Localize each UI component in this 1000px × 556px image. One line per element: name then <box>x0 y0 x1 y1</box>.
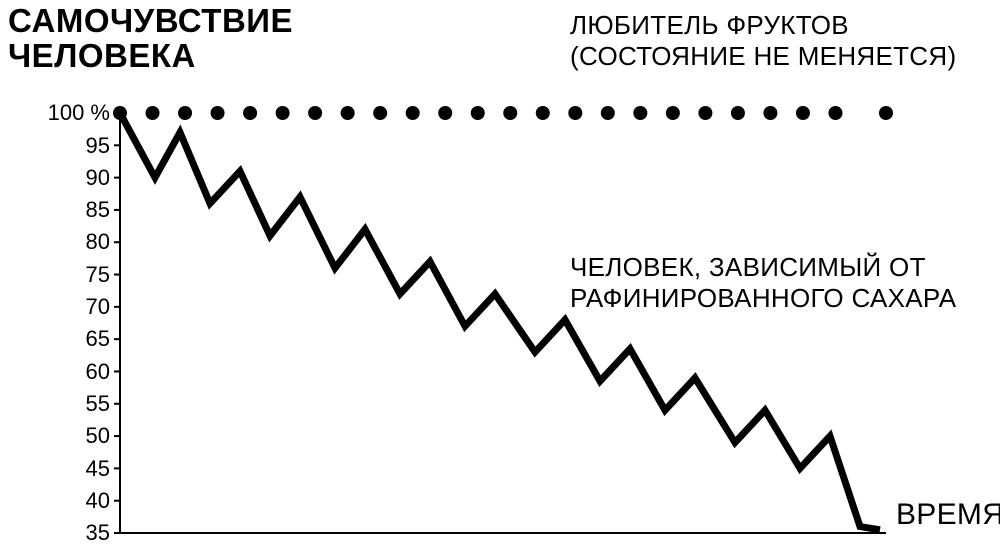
fruit-dot <box>601 106 615 120</box>
fruit-dot <box>879 106 893 120</box>
title-line1: САМОЧУВСТВИЕ <box>8 2 293 39</box>
fruit-dot <box>438 106 452 120</box>
fruit-dot <box>503 106 517 120</box>
fruit-dot <box>828 106 842 120</box>
y-tick-label: 50 <box>86 423 110 449</box>
y-tick-label: 60 <box>86 359 110 385</box>
sugar-line <box>120 113 880 530</box>
fruit-dot <box>211 106 225 120</box>
y-tick-label: 35 <box>86 520 110 546</box>
y-tick-label: 70 <box>86 294 110 320</box>
fruit-dot <box>471 106 485 120</box>
y-tick-label: 95 <box>86 133 110 159</box>
annotation-sugar-line2: РАФИНИРОВАННОГО САХАРА <box>570 283 956 313</box>
y-tick-label: 65 <box>86 326 110 352</box>
x-axis-label-text: ВРЕМЯ <box>896 498 1000 531</box>
chart-title: САМОЧУВСТВИЕЧЕЛОВЕКА <box>8 4 293 73</box>
y-tick-label: 45 <box>86 456 110 482</box>
y-tick-label: 55 <box>86 391 110 417</box>
fruit-dot <box>308 106 322 120</box>
fruit-dot <box>406 106 420 120</box>
fruit-dot <box>633 106 647 120</box>
annotation-sugar: ЧЕЛОВЕК, ЗАВИСИМЫЙ ОТРАФИНИРОВАННОГО САХ… <box>570 252 956 314</box>
annotation-fruit-line2: (СОСТОЯНИЕ НЕ МЕНЯЕТСЯ) <box>570 41 956 71</box>
fruit-dot <box>568 106 582 120</box>
fruit-dot <box>276 106 290 120</box>
y-tick-label: 100 % <box>48 100 110 126</box>
fruit-dot <box>373 106 387 120</box>
x-axis-label: ВРЕМЯ <box>896 498 1000 532</box>
y-tick-label: 40 <box>86 488 110 514</box>
fruit-dot <box>146 106 160 120</box>
fruit-dot <box>698 106 712 120</box>
fruit-dot <box>178 106 192 120</box>
y-tick-label: 85 <box>86 197 110 223</box>
y-tick-label: 80 <box>86 229 110 255</box>
annotation-fruit: ЛЮБИТЕЛЬ ФРУКТОВ(СОСТОЯНИЕ НЕ МЕНЯЕТСЯ) <box>570 10 956 72</box>
annotation-sugar-line1: ЧЕЛОВЕК, ЗАВИСИМЫЙ ОТ <box>570 252 926 282</box>
y-tick-label: 75 <box>86 262 110 288</box>
fruit-dot <box>666 106 680 120</box>
fruit-dot <box>796 106 810 120</box>
fruit-dot <box>243 106 257 120</box>
fruit-dot <box>341 106 355 120</box>
title-line2: ЧЕЛОВЕКА <box>8 37 196 74</box>
fruit-dot <box>536 106 550 120</box>
annotation-fruit-line1: ЛЮБИТЕЛЬ ФРУКТОВ <box>570 10 849 40</box>
fruit-dot <box>763 106 777 120</box>
fruit-dot <box>731 106 745 120</box>
y-tick-label: 90 <box>86 165 110 191</box>
